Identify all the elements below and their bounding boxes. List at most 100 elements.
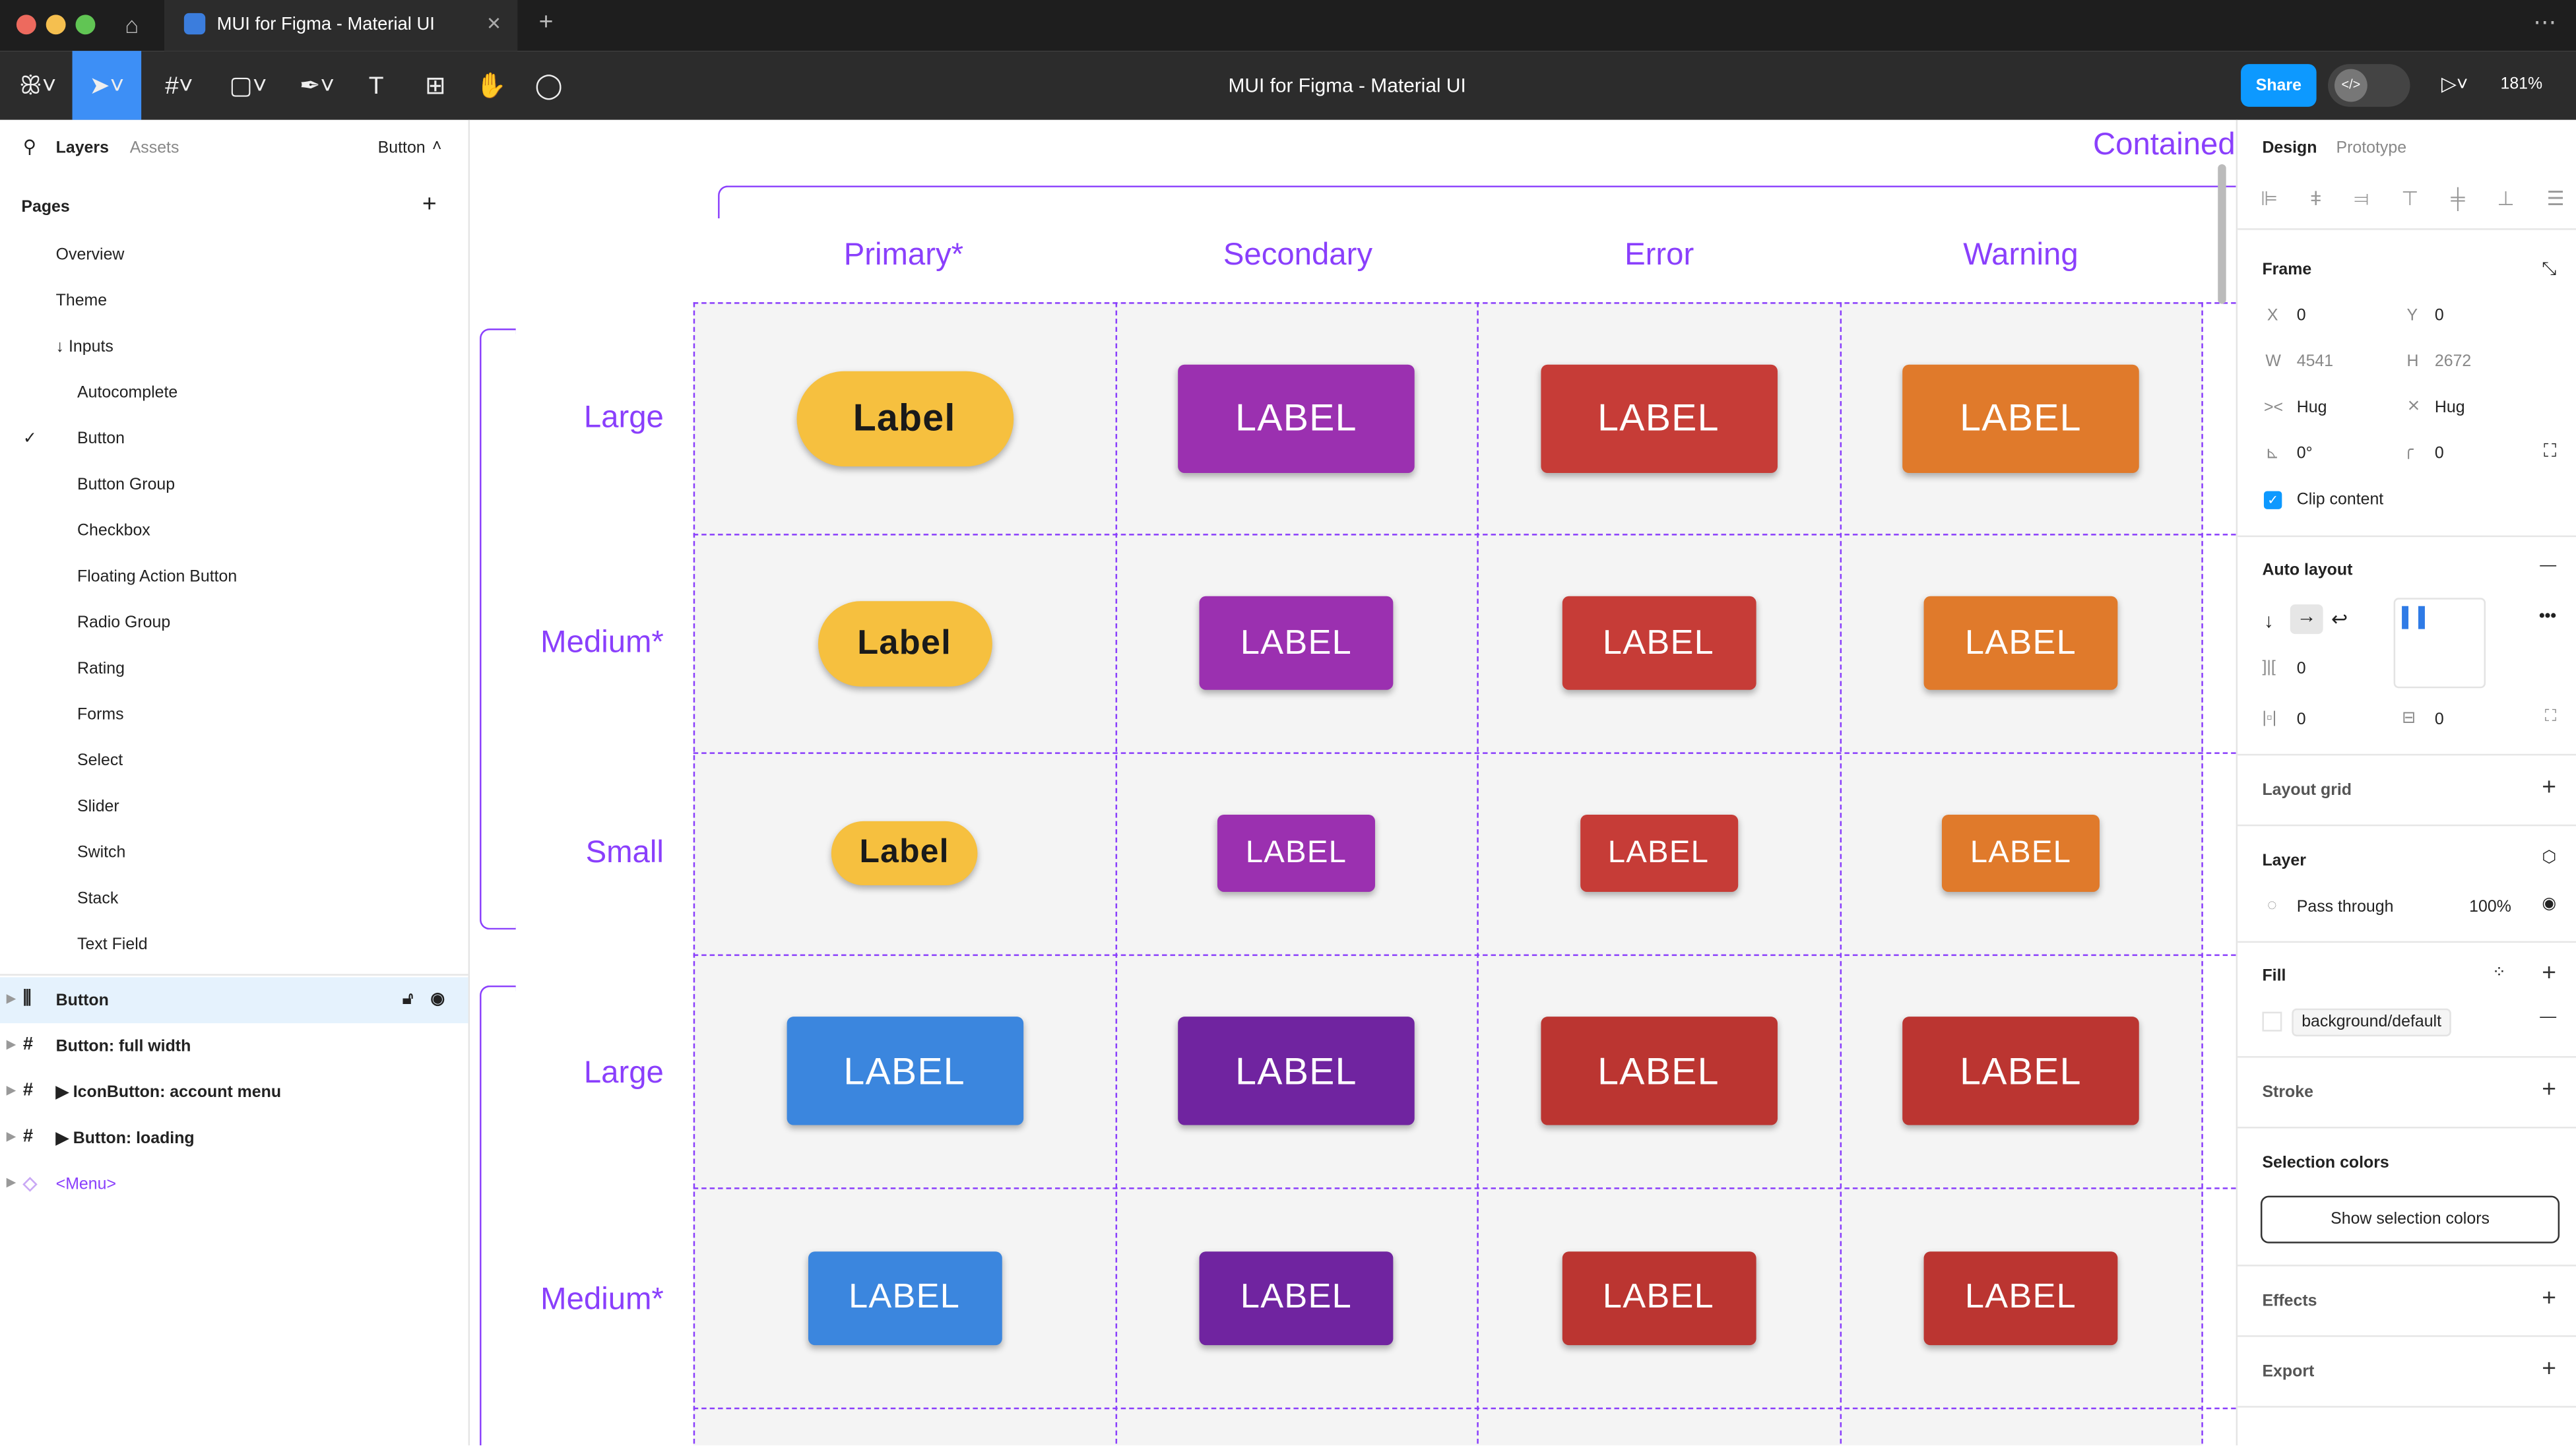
search-icon[interactable]: ⚲ (22, 138, 36, 158)
align-center-v-icon[interactable]: ╪ (2451, 187, 2465, 210)
mui-button-component[interactable]: LABEL (1561, 1250, 1756, 1344)
page-item[interactable]: Radio Group (77, 614, 171, 633)
dev-mode-toggle[interactable]: </> (2328, 64, 2410, 107)
vertical-direction-icon[interactable]: ↓ (2263, 609, 2274, 633)
mui-button-component[interactable]: LABEL (1217, 814, 1375, 892)
fill-swatch[interactable] (2262, 1011, 2282, 1032)
show-selection-colors-button[interactable]: Show selection colors (2260, 1195, 2560, 1243)
share-button[interactable]: Share (2241, 64, 2317, 107)
vertical-padding-input[interactable]: 0 (2434, 711, 2444, 730)
add-export-icon[interactable]: + (2542, 1355, 2557, 1383)
height-sizing-select[interactable]: Hug (2434, 399, 2465, 418)
maximize-window-button[interactable] (75, 15, 96, 35)
pen-tool-icon[interactable]: ✒˅ (299, 72, 335, 100)
new-tab-icon[interactable]: + (538, 8, 554, 36)
mui-button-component[interactable]: LABEL (1941, 814, 2100, 892)
add-layout-grid-icon[interactable]: + (2542, 773, 2557, 802)
layer-row[interactable]: ▶ ⫼ Button 🔓︎ ◉ (0, 977, 468, 1024)
horizontal-padding-input[interactable]: 0 (2296, 711, 2306, 730)
page-selector[interactable]: Button (377, 139, 426, 158)
mui-button-component[interactable]: LABEL (1923, 596, 2118, 690)
resources-icon[interactable]: ⊞ (425, 72, 446, 100)
page-item[interactable]: Forms (77, 706, 124, 725)
expand-arrow-icon[interactable]: ▶ (6, 1131, 16, 1143)
align-top-icon[interactable]: ⊤ (2401, 187, 2419, 210)
mui-button-component[interactable]: Label (817, 600, 992, 686)
rectangle-tool-icon[interactable]: ▢˅ (229, 72, 267, 100)
page-item[interactable]: Rating (77, 660, 125, 679)
width-sizing-select[interactable]: Hug (2296, 399, 2327, 418)
remove-fill-icon[interactable]: — (2540, 1008, 2557, 1027)
home-icon[interactable]: ⌂ (125, 11, 139, 38)
frame-section-title[interactable]: Frame (2262, 261, 2312, 280)
rotation-input[interactable]: 0° (2296, 445, 2313, 464)
mui-button-component[interactable]: LABEL (1540, 1017, 1777, 1125)
chevron-up-icon[interactable]: ˄ (432, 138, 442, 156)
main-menu-icon[interactable]: ꕥ˅ (19, 71, 57, 100)
tab-layers[interactable]: Layers (55, 139, 109, 158)
document-tab[interactable]: MUI for Figma - Material UI ✕ (164, 0, 518, 51)
mui-button-component[interactable]: LABEL (1199, 596, 1394, 690)
mui-button-component[interactable]: LABEL (1178, 1017, 1415, 1125)
layer-row[interactable]: ▶ # ▶ Button: loading (0, 1116, 468, 1162)
horizontal-direction-icon[interactable]: → (2290, 604, 2323, 635)
mui-button-component[interactable]: LABEL (1923, 1250, 2118, 1344)
close-tab-icon[interactable]: ✕ (486, 15, 501, 35)
width-input[interactable]: 4541 (2296, 353, 2334, 371)
page-item[interactable]: Button (77, 430, 125, 449)
comment-tool-icon[interactable]: ◯ (534, 72, 563, 100)
align-right-icon[interactable]: ⫤ (2354, 187, 2369, 210)
blend-mode-select[interactable]: Pass through (2296, 898, 2394, 917)
add-stroke-icon[interactable]: + (2542, 1075, 2557, 1104)
resize-to-fit-icon[interactable]: ⤡ (2542, 259, 2557, 280)
tab-assets[interactable]: Assets (129, 139, 179, 158)
zoom-level[interactable]: 181% (2500, 75, 2543, 94)
tab-design[interactable]: Design (2262, 139, 2317, 158)
add-page-icon[interactable]: + (422, 190, 437, 219)
variable-mode-icon[interactable]: ⬡ (2542, 849, 2557, 867)
page-item[interactable]: Text Field (77, 936, 148, 955)
canvas[interactable]: Contained Primary* Secondary Error Warning L… (470, 119, 2236, 1446)
visibility-eye-icon[interactable]: ◉ (2542, 895, 2557, 914)
page-item[interactable]: Select (77, 752, 123, 770)
align-left-icon[interactable]: ⊫ (2260, 187, 2278, 210)
layer-row[interactable]: ▶ # ▶ IconButton: account menu (0, 1069, 468, 1116)
mui-button-component[interactable]: LABEL (1540, 363, 1777, 472)
add-fill-icon[interactable]: + (2542, 959, 2557, 988)
mui-button-component[interactable]: LABEL (1178, 363, 1415, 472)
opacity-input[interactable]: 100% (2469, 898, 2511, 917)
move-tool-icon[interactable]: ➤˅ (72, 51, 142, 120)
page-item[interactable]: Checkbox (77, 522, 150, 541)
align-bottom-icon[interactable]: ⊥ (2497, 187, 2515, 210)
y-input[interactable]: 0 (2434, 307, 2444, 325)
more-icon[interactable]: ⋯ (2533, 8, 2557, 35)
expand-arrow-icon[interactable]: ▶ (6, 1085, 16, 1098)
document-title[interactable]: MUI for Figma - Material UI (1228, 74, 1466, 97)
minimize-window-button[interactable] (46, 15, 66, 35)
vertical-scrollbar[interactable] (2218, 164, 2226, 304)
individual-padding-icon[interactable]: ⛶ (2544, 708, 2557, 726)
mui-button-component[interactable]: Label (831, 821, 978, 886)
gap-input[interactable]: 0 (2296, 660, 2306, 679)
wrap-icon[interactable]: ↩ (2331, 608, 2348, 631)
page-item[interactable]: Overview (55, 246, 125, 265)
add-effect-icon[interactable]: + (2542, 1284, 2557, 1313)
mui-button-component[interactable]: Label (796, 370, 1013, 466)
independent-corners-icon[interactable]: ⛶ (2543, 441, 2557, 462)
page-item[interactable]: ↓ Inputs (55, 338, 113, 357)
page-item[interactable]: Floating Action Button (77, 568, 238, 586)
layer-row[interactable]: ▶ # Button: full width (0, 1023, 468, 1069)
expand-arrow-icon[interactable]: ▶ (6, 993, 16, 1005)
x-input[interactable]: 0 (2296, 307, 2306, 325)
frame-title[interactable]: Contained (2093, 128, 2236, 163)
page-item[interactable]: Switch (77, 844, 126, 863)
height-input[interactable]: 2672 (2434, 353, 2472, 371)
more-options-icon[interactable]: ••• (2538, 608, 2557, 626)
hand-tool-icon[interactable]: ✋ (476, 72, 507, 100)
mui-button-component[interactable]: LABEL (1902, 1017, 2139, 1125)
present-icon[interactable]: ▷˅ (2441, 72, 2468, 96)
expand-arrow-icon[interactable]: ▶ (6, 1040, 16, 1052)
text-tool-icon[interactable]: T (368, 71, 384, 100)
close-window-button[interactable] (16, 15, 36, 35)
mui-button-component[interactable]: LABEL (786, 1017, 1023, 1125)
